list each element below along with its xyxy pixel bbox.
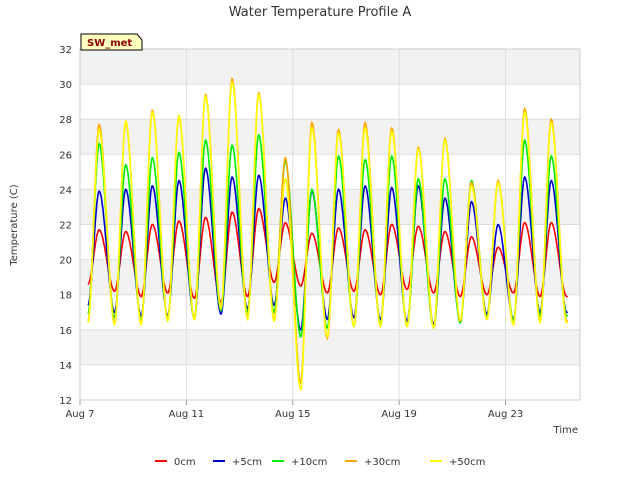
- plot-band: [80, 49, 580, 85]
- x-tick-label: Aug 23: [488, 409, 523, 420]
- series-line-50cm: [87, 80, 568, 392]
- site-label-badge: SW_met: [80, 33, 143, 51]
- y-tick-label: 22: [59, 221, 72, 232]
- site-label-text: SW_met: [87, 38, 132, 49]
- x-tick-label: Aug 19: [381, 409, 416, 420]
- y-tick-label: 28: [59, 115, 72, 126]
- y-tick-label: 30: [59, 80, 72, 91]
- x-tick-label: Aug 7: [65, 409, 94, 420]
- legend-label: +10cm: [291, 457, 327, 468]
- y-tick-label: 12: [59, 396, 72, 407]
- plot-band: [80, 84, 580, 120]
- x-tick-label: Aug 11: [169, 409, 204, 420]
- series-layer: [87, 76, 568, 392]
- chart-title: Water Temperature Profile A: [229, 5, 412, 20]
- plot-band: [80, 119, 580, 155]
- y-tick-label: 14: [59, 361, 72, 372]
- site-label-box: [80, 33, 143, 51]
- y-tick-label: 16: [59, 326, 72, 337]
- legend-label: +5cm: [232, 457, 262, 468]
- y-tick-label: 24: [59, 185, 72, 196]
- y-tick-label: 26: [59, 150, 72, 161]
- legend-label: +30cm: [364, 457, 400, 468]
- plot-bands: [80, 49, 580, 400]
- plot-frame: [79, 48, 581, 401]
- legend-label: +50cm: [449, 457, 485, 468]
- legend-label: 0cm: [174, 457, 196, 468]
- plot-band: [80, 364, 580, 400]
- axes: [79, 48, 581, 405]
- legend: 0cm +5cm +10cm +30cm +50cm: [155, 457, 485, 468]
- series-line-0cm: [87, 207, 568, 303]
- x-axis-label: Time: [553, 425, 578, 436]
- y-tick-label: 32: [59, 45, 72, 56]
- plot-band: [80, 329, 580, 365]
- y-tick-label: 20: [59, 256, 72, 267]
- y-axis-label: Temperature (C): [9, 184, 20, 266]
- tick-labels: 12 14 16 18 20 22 24 26 28 30 32 Aug 7 Aug 11 Aug 15 A…: [59, 45, 523, 420]
- y-tick-label: 18: [59, 291, 72, 302]
- x-tick-label: Aug 15: [275, 409, 310, 420]
